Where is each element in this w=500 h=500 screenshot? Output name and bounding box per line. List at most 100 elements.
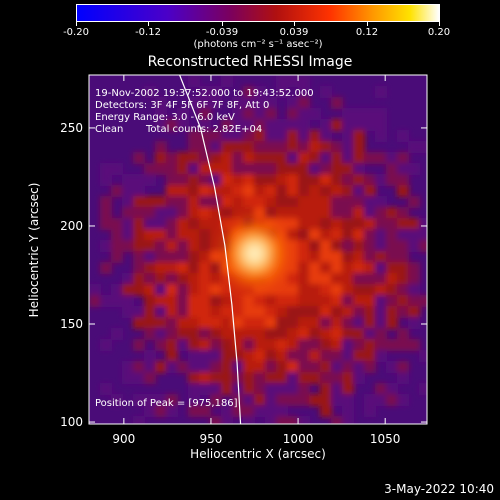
heatmap-cell (166, 229, 178, 241)
heatmap-cell (254, 339, 266, 351)
heatmap-cell (133, 152, 145, 164)
heatmap-cell (221, 218, 233, 230)
heatmap-cell (166, 405, 178, 417)
heatmap-cell (320, 306, 332, 318)
heatmap-cell (210, 339, 222, 351)
heatmap-cell (100, 383, 112, 395)
heatmap-cell (133, 284, 145, 296)
heatmap-cell (188, 75, 200, 87)
heatmap-cell (309, 262, 321, 274)
heatmap-cell (298, 196, 310, 208)
heatmap-cell (342, 262, 354, 274)
heatmap-cell (309, 361, 321, 373)
heatmap-cell (298, 174, 310, 186)
heatmap-cell (419, 229, 427, 241)
colorbar-tick-label: -0.20 (63, 27, 89, 38)
heatmap-cell (375, 262, 387, 274)
heatmap-cell (397, 185, 409, 197)
heatmap-cell (265, 306, 277, 318)
heatmap-cell (375, 240, 387, 252)
heatmap-cell (386, 273, 398, 285)
heatmap-cell (276, 339, 288, 351)
heatmap-cell (265, 152, 277, 164)
heatmap-cell (100, 339, 112, 351)
heatmap-cell (309, 372, 321, 384)
heatmap-cell (331, 218, 343, 230)
heatmap-cell (375, 284, 387, 296)
heatmap-cell (276, 119, 288, 131)
heatmap-cell (342, 317, 354, 329)
heatmap-cell (276, 284, 288, 296)
heatmap-cell (210, 317, 222, 329)
heatmap-cell (276, 174, 288, 186)
heatmap-cell (309, 196, 321, 208)
heatmap-cell (309, 163, 321, 175)
heatmap-cell (232, 405, 244, 417)
heatmap-cell (320, 295, 332, 307)
heatmap-cell (353, 295, 365, 307)
heatmap-cells (89, 75, 427, 424)
heatmap-cell (386, 284, 398, 296)
heatmap-cell (298, 350, 310, 362)
heatmap-cell (287, 416, 299, 424)
heatmap-cell (397, 163, 409, 175)
heatmap-cell (144, 262, 156, 274)
heatmap-cell (320, 119, 332, 131)
heatmap-cell (265, 196, 277, 208)
heatmap-cell (199, 262, 211, 274)
heatmap-cell (287, 229, 299, 241)
heatmap-cell (287, 328, 299, 340)
heatmap-cell (265, 97, 277, 109)
heatmap-cell (309, 130, 321, 142)
heatmap-cell (364, 317, 376, 329)
heatmap-cell (298, 273, 310, 285)
heatmap-cell (419, 141, 427, 153)
heatmap-cell (221, 328, 233, 340)
heatmap-cell (364, 361, 376, 373)
heatmap-cell (232, 196, 244, 208)
heatmap-cell (298, 152, 310, 164)
heatmap-cell (309, 218, 321, 230)
heatmap-cell (177, 163, 189, 175)
heatmap-cell (342, 361, 354, 373)
heatmap-cell (210, 130, 222, 142)
heatmap-cell (375, 295, 387, 307)
heatmap-cell (331, 394, 343, 406)
heatmap-cell (309, 240, 321, 252)
heatmap-cell (265, 361, 277, 373)
heatmap-cell (221, 163, 233, 175)
heatmap-cell (309, 141, 321, 153)
heatmap-cell (397, 372, 409, 384)
heatmap-cell (342, 328, 354, 340)
heatmap-cell (320, 405, 332, 417)
heatmap-cell (375, 174, 387, 186)
heatmap-cell (298, 75, 310, 87)
heatmap-cell (408, 273, 420, 285)
heatmap-cell (155, 108, 167, 120)
heatmap-cell (342, 119, 354, 131)
heatmap-cell (243, 207, 255, 219)
heatmap-cell (320, 196, 332, 208)
heatmap-cell (243, 141, 255, 153)
heatmap-cell (144, 273, 156, 285)
heatmap-cell (210, 394, 222, 406)
heatmap-cell (254, 97, 266, 109)
heatmap-cell (111, 394, 123, 406)
heatmap-cell (144, 394, 156, 406)
heatmap-cell (364, 174, 376, 186)
heatmap-cell (287, 174, 299, 186)
heatmap-cell (331, 383, 343, 395)
heatmap-cell (375, 317, 387, 329)
heatmap-cell (155, 306, 167, 318)
heatmap-cell (298, 328, 310, 340)
heatmap-cell (254, 361, 266, 373)
heatmap-cell (221, 174, 233, 186)
heatmap-cell (188, 152, 200, 164)
colorbar-tick (76, 22, 77, 26)
heatmap-cell (199, 273, 211, 285)
heatmap-cell (265, 394, 277, 406)
heatmap-cell (331, 207, 343, 219)
heatmap-cell (342, 306, 354, 318)
heatmap-cell (287, 361, 299, 373)
heatmap-cell (331, 361, 343, 373)
